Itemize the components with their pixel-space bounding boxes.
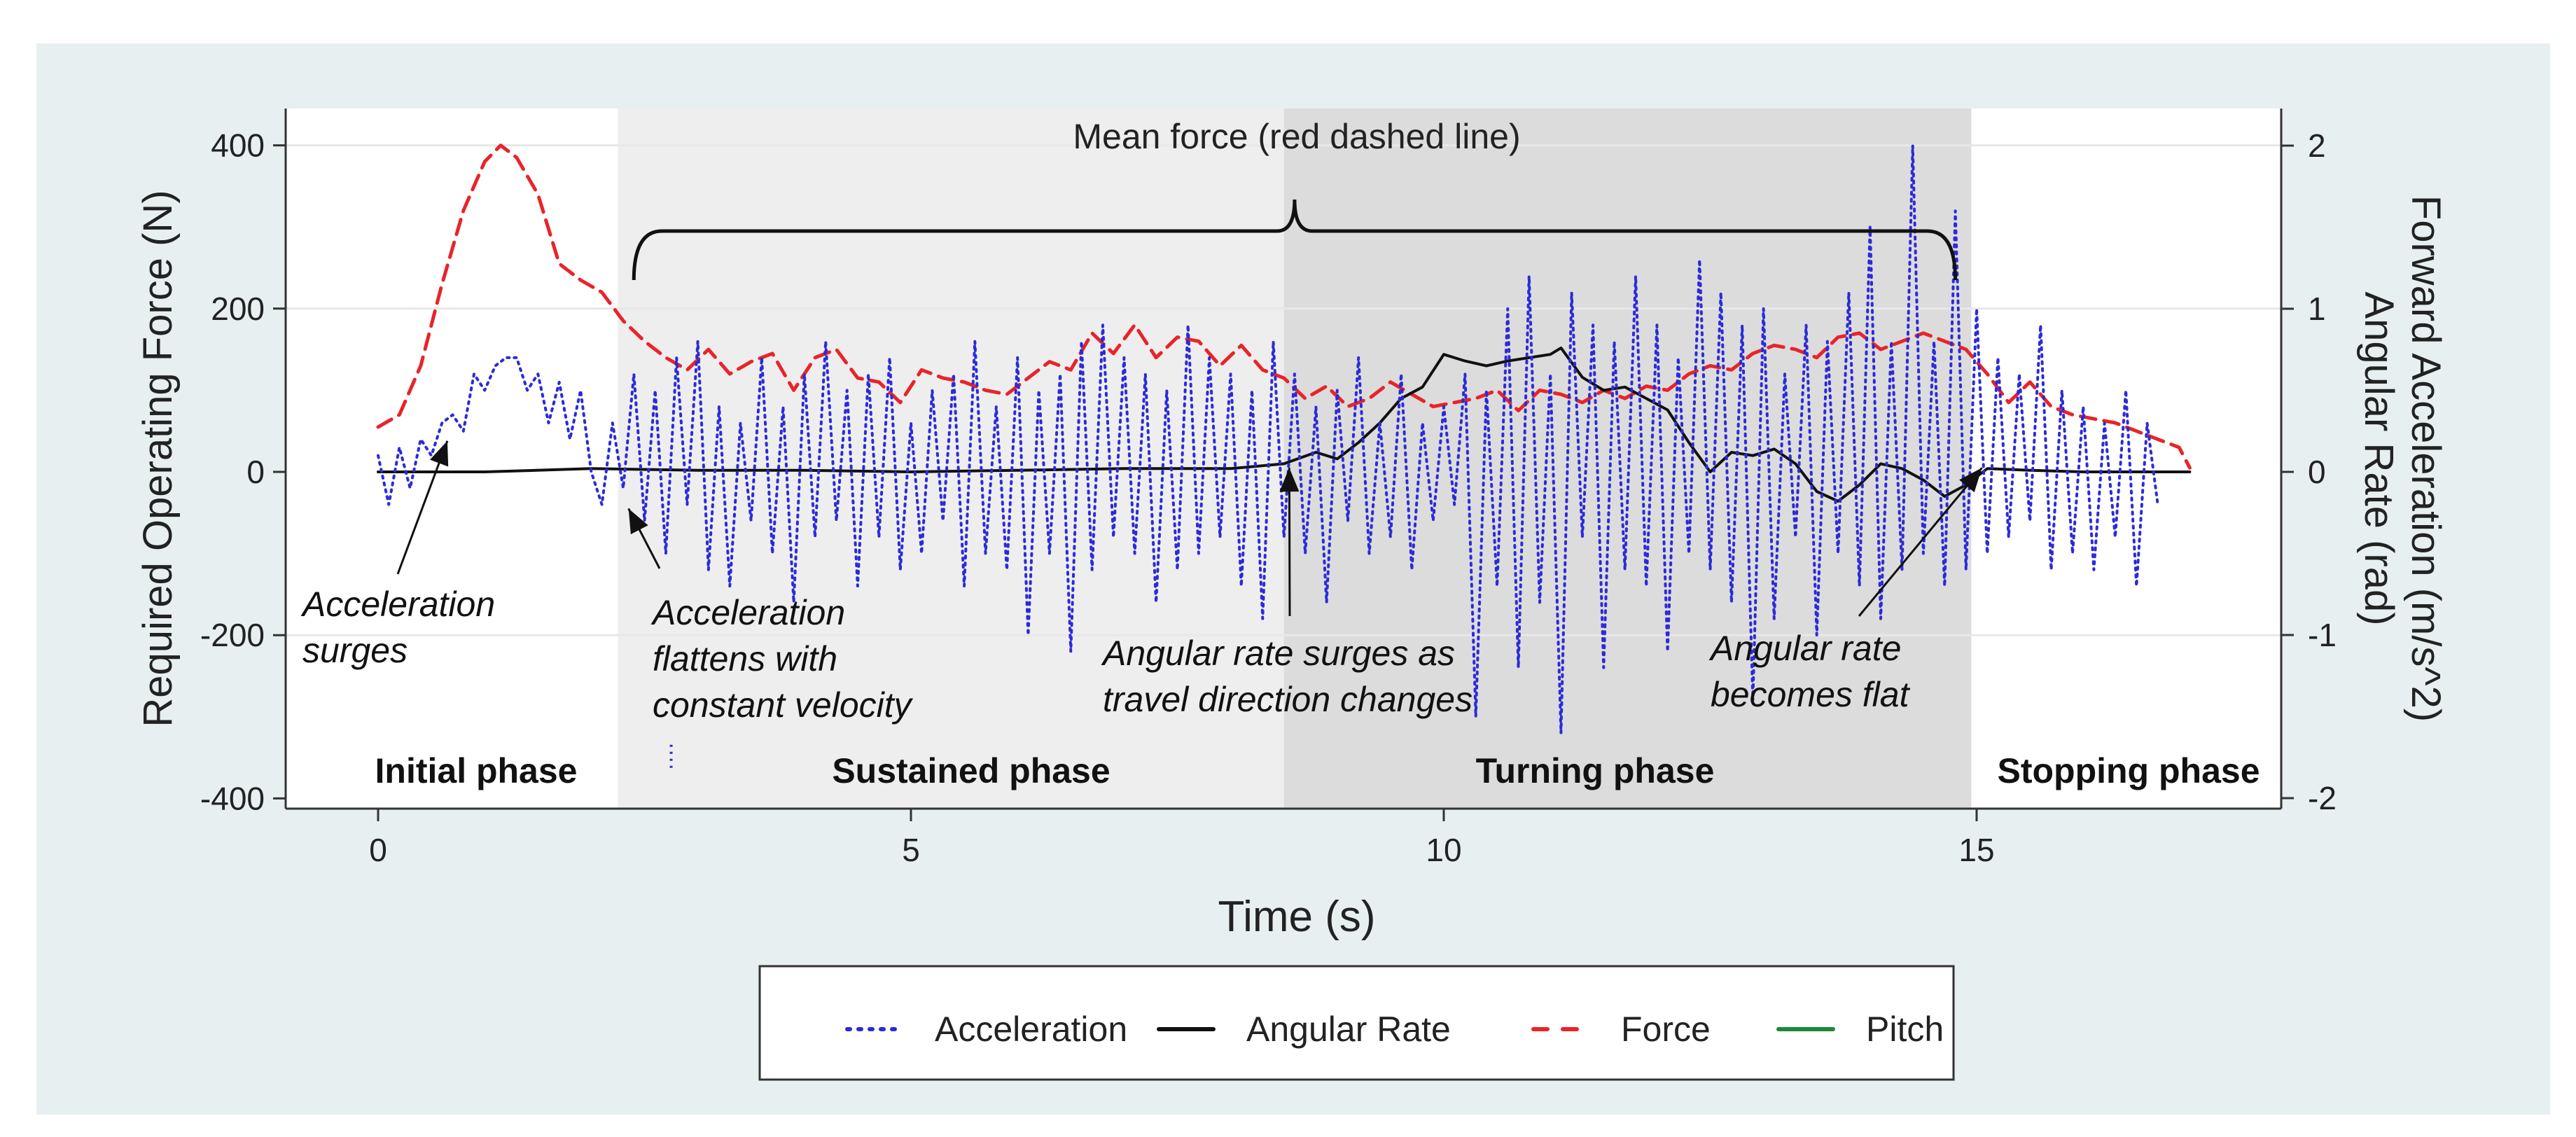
- y-left-axis-label: Required Operating Force (N): [135, 190, 181, 727]
- annotation-text: travel direction changes: [1103, 680, 1473, 719]
- x-axis-label: Time (s): [1218, 893, 1376, 941]
- legend-box: [758, 965, 1955, 1081]
- annotation-arrowhead: [429, 440, 449, 467]
- y-left-tick-label: -200: [200, 617, 265, 653]
- annotation-text: constant velocity: [653, 685, 914, 725]
- y-right-tick-label: 0: [2308, 454, 2326, 490]
- legend-label: Angular Rate: [1246, 1010, 1451, 1049]
- y-left-tick-label: 200: [211, 291, 265, 327]
- annotation-text: Acceleration: [300, 585, 495, 624]
- annotation-arrow: [1288, 468, 1291, 617]
- x-tick-label: 0: [369, 832, 387, 868]
- series-layer: [376, 144, 2192, 770]
- y-left-tick-label: 0: [246, 454, 265, 490]
- y-right-tick-label: 1: [2308, 291, 2326, 327]
- annotation-text: flattens with: [653, 639, 837, 678]
- phase-label: Initial phase: [375, 751, 578, 790]
- legend: Acceleration Angular Rate Force Pitch: [758, 965, 1955, 1081]
- annotation-text: Acceleration: [650, 593, 845, 632]
- y-right-tick-label: -2: [2308, 780, 2337, 816]
- annotation-text: Angular rate surges as: [1101, 634, 1455, 673]
- annotation-arrowhead: [628, 508, 648, 535]
- annotation-text: becomes flat: [1711, 675, 1911, 714]
- x-tick-label: 10: [1426, 832, 1461, 868]
- phase-label: Stopping phase: [1998, 751, 2260, 790]
- annotation-layer: Mean force (red dashed line) Acceleratio…: [300, 117, 1983, 725]
- legend-label: Force: [1621, 1010, 1711, 1049]
- legend-label: Pitch: [1866, 1010, 1944, 1049]
- annotation-text: surges: [302, 631, 408, 670]
- y-right-tick-label: 2: [2308, 127, 2326, 164]
- x-tick-label: 15: [1958, 832, 1994, 868]
- annotation-arrowhead: [1959, 468, 1982, 493]
- grid-lines: [286, 144, 2281, 636]
- y-right-axis-label-2: Angular Rate (rad): [2356, 291, 2402, 625]
- y-left-tick-label: 400: [211, 127, 265, 164]
- annotation-arrow: [1858, 467, 1983, 617]
- y-left-tick-label: -400: [200, 780, 265, 816]
- phase-shade-1: [618, 109, 1284, 809]
- annotation-text: Angular rate: [1708, 629, 1901, 668]
- phase-label: Turning phase: [1476, 751, 1715, 790]
- legend-label: Acceleration: [935, 1010, 1127, 1049]
- y-right-axis-label-1: Forward Acceleration (m/s^2): [2403, 195, 2449, 722]
- series-acceleration: [377, 144, 2159, 734]
- x-tick-label: 5: [902, 832, 920, 868]
- mean-force-label: Mean force (red dashed line): [1073, 117, 1520, 156]
- phase-label: Sustained phase: [832, 751, 1110, 790]
- mean-force-brace: [632, 200, 1958, 281]
- series-force: [376, 144, 2192, 470]
- y-right-tick-label: -1: [2308, 617, 2337, 653]
- annotation-arrowhead: [1279, 468, 1300, 492]
